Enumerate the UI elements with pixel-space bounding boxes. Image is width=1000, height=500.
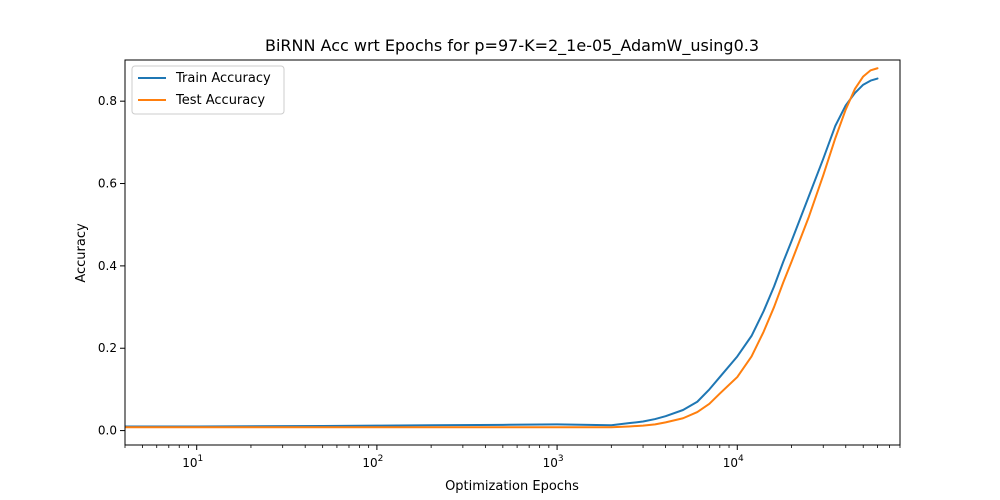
y-tick-label: 0.4 <box>98 259 117 273</box>
x-axis-label: Optimization Epochs <box>445 479 579 494</box>
x-tick-exponent: 1 <box>197 454 203 464</box>
plot-area <box>124 59 901 446</box>
y-axis-label: Accuracy <box>74 223 89 283</box>
y-tick-label: 0.2 <box>98 341 117 355</box>
series-line-1 <box>125 67 879 429</box>
y-axis: 0.0 0.2 0.4 0.6 0.8 <box>98 94 125 438</box>
legend-label-1: Test Accuracy <box>175 93 265 108</box>
plot-frame <box>124 59 901 446</box>
x-tick-exponent: 4 <box>738 454 744 464</box>
y-tick-label: 0.8 <box>98 94 117 108</box>
chart-title: BiRNN Acc wrt Epochs for p=97-K=2_1e-05_… <box>265 36 759 56</box>
y-tick-label: 0.0 <box>98 424 117 438</box>
x-tick-label: 104 <box>723 454 744 470</box>
legend-box <box>131 65 285 115</box>
legend-label-0: Train Accuracy <box>175 71 271 86</box>
series-line-0 <box>125 77 879 428</box>
series-layer <box>125 67 879 429</box>
x-tick-base: 10 <box>182 456 197 470</box>
legend: Train Accuracy Test Accuracy <box>131 65 285 115</box>
x-tick-exponent: 3 <box>558 454 564 464</box>
x-tick-base: 10 <box>723 456 738 470</box>
x-tick-label: 103 <box>543 454 564 470</box>
x-tick-exponent: 2 <box>378 454 384 464</box>
x-tick-base: 10 <box>543 456 558 470</box>
x-tick-base: 10 <box>362 456 377 470</box>
y-tick-label: 0.6 <box>98 177 117 191</box>
x-axis: 101 102 103 104 <box>124 445 901 470</box>
x-tick-label: 102 <box>362 454 383 470</box>
x-tick-label: 101 <box>182 454 203 470</box>
